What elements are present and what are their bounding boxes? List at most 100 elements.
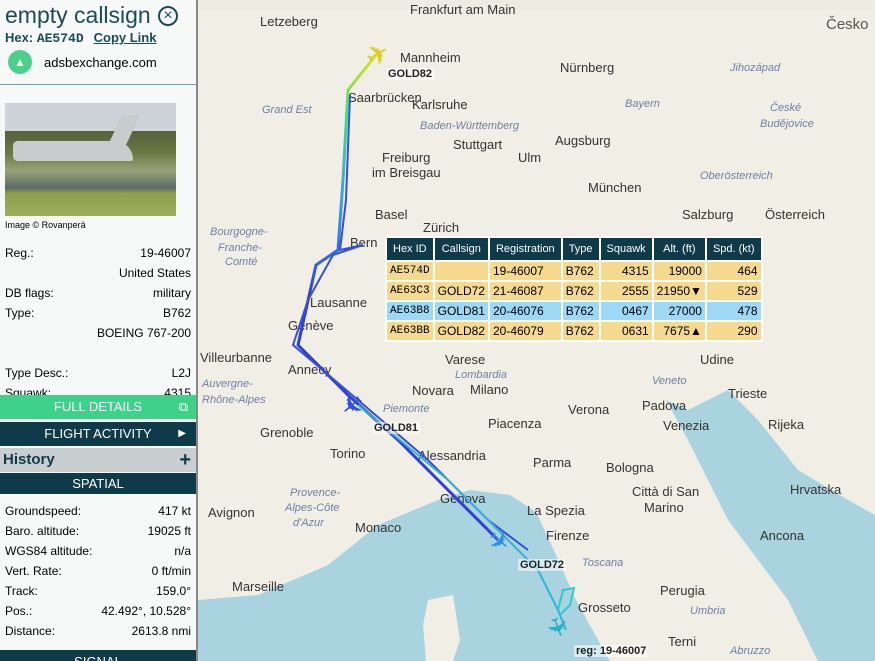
column-header[interactable]: Callsign [434,238,488,260]
table-cell: AE63BB [387,322,433,340]
field-value: 159.0° [156,584,191,598]
table-cell: AE574D [387,262,433,280]
place-label: Udine [700,352,734,367]
field-value: n/a [174,544,191,558]
table-cell: 2555 [600,282,652,300]
place-label: Venezia [663,418,710,433]
aircraft-info-panel: empty callsign × Hex: AE574D Copy Link ▲ a… [0,0,198,661]
place-label: Lausanne [310,295,368,310]
place-label: Grenoble [260,425,314,440]
table-cell: AE63B8 [387,302,433,320]
region-label: Provence- [290,487,341,499]
region-label: Piemonte [383,403,430,415]
table-cell: 27000 [653,302,705,320]
close-icon[interactable]: × [158,6,178,26]
place-label: Genève [288,318,334,333]
table-cell: B762 [562,282,599,300]
callsign-title: empty callsign [5,2,151,28]
field-row: Reg.: 19-46007 [5,245,191,265]
place-label: Monaco [355,520,402,535]
aircraft-photo[interactable] [5,103,176,216]
place-label: Ulm [518,150,542,165]
table-cell: 4315 [600,262,652,280]
table-cell: 19000 [653,262,705,280]
place-label: Villeurbanne [200,350,273,365]
table-cell: 0631 [600,322,652,340]
field-label: Vert. Rate: [5,564,62,578]
place-label: Avignon [208,505,255,520]
region-label: Lombardia [455,369,507,381]
region-label: Grand Est [262,104,312,116]
place-label: Torino [330,446,366,461]
place-label: Mannheim [400,50,461,65]
history-label: History [3,451,55,468]
table-row[interactable]: AE63BB GOLD82 20-46079 B762 0631 7675▲ 290 [387,322,761,340]
place-label: Milano [470,382,509,397]
table-cell: 21950▼ [653,282,705,300]
track-ae574d [357,404,567,631]
table-cell: 0467 [600,302,652,320]
field-value: United States [118,266,191,280]
column-header[interactable]: Type [562,238,599,260]
table-cell [434,262,488,280]
field-label: Baro. altitude: [5,524,80,538]
aircraft-fields: Reg.: 19-46007 United States DB flags: milit… [5,245,191,405]
field-value: L2J [171,366,191,380]
table-cell: GOLD82 [434,322,488,340]
column-header[interactable]: Alt. (ft) [653,238,705,260]
place-label: Hrvatska [790,482,842,497]
field-label: Track: [5,584,38,598]
place-label: Stuttgart [453,137,503,152]
field-value: 42.492°, 10.528° [101,604,191,618]
full-details-button[interactable]: FULL DETAILS ⧉ [0,395,196,419]
country-label: Česko [826,16,869,33]
table-cell: 7675▲ [653,322,705,340]
place-label: Österreich [765,207,825,222]
aircraft-label: GOLD82 [386,68,435,80]
adriatic-sea [666,390,875,661]
place-label: Terni [668,634,697,649]
place-label: Karlsruhe [412,97,468,112]
field-label: Pos.: [5,604,33,618]
source-link[interactable]: ▲ adsbexchange.com [8,50,157,74]
copy-link[interactable]: Copy Link [93,30,157,45]
field-row: United States [5,265,191,285]
region-label: Oberösterreich [700,170,773,182]
column-header[interactable]: Squawk [600,238,652,260]
field-value: B762 [162,306,191,320]
region-label: Comté [225,256,258,268]
place-label: Padova [642,398,687,413]
table-row[interactable]: AE574D 19-46007 B762 4315 19000 464 [387,262,761,280]
field-row: Vert. Rate: 0 ft/min [5,563,191,583]
corsica [423,595,460,661]
place-label: München [588,180,642,195]
place-label: La Spezia [527,503,585,518]
place-label: Freiburg [382,150,431,165]
field-row: WGS84 altitude: n/a [5,543,191,563]
place-label: Parma [533,455,572,470]
external-link-icon: ⧉ [178,399,188,414]
full-details-label: FULL DETAILS [53,399,143,414]
column-header[interactable]: Spd. (kt) [706,238,761,260]
table-cell: 464 [706,262,761,280]
place-label: Trieste [728,386,768,401]
field-row: Groundspeed: 417 kt [5,503,191,523]
adsbexchange-logo-icon: ▲ [8,50,32,74]
chevron-right-icon: ▶ [178,428,186,439]
field-value: 0 ft/min [151,564,191,578]
place-label: Verona [568,402,610,417]
flight-activity-button[interactable]: FLIGHT ACTIVITY ▶ [0,422,196,446]
table-row[interactable]: AE63C3 GOLD72 21-46087 B762 2555 21950▼ 529 [387,282,761,300]
field-row: Distance: 2613.8 nmi [5,623,191,643]
column-header[interactable]: Hex ID [387,238,433,260]
field-row: BOEING 767-200 [5,325,191,345]
history-toggle[interactable]: History + [0,448,196,472]
region-label: Rhône-Alpes [202,394,266,406]
aircraft-label: reg: 19-46007 [574,645,649,657]
column-header[interactable]: Registration [489,238,561,260]
place-label: Città di San [632,484,700,499]
field-label: DB flags: [5,286,54,300]
table-row[interactable]: AE63B8 GOLD81 20-46076 B762 0467 27000 478 [387,302,761,320]
region-label: Umbria [690,605,726,617]
map[interactable]: Frankfurt am Main Letzeberg Mannheim Nürnbe… [198,0,875,661]
